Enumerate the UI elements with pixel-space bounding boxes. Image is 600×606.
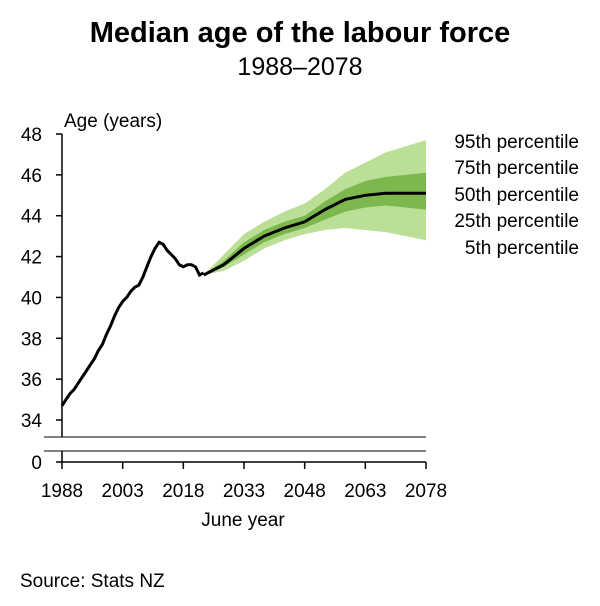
band-label: 95th percentile: [454, 132, 579, 153]
chart-title: Median age of the labour force: [90, 17, 511, 49]
y-tick-label: 38: [21, 329, 42, 350]
historical-line: [60, 240, 205, 407]
x-tick-label: 2063: [344, 481, 386, 502]
plot-area: [60, 140, 426, 407]
x-tick-label: 2048: [284, 481, 326, 502]
y-tick-label: 36: [21, 370, 42, 391]
x-axis: 1988 2003 2018 2033 2048 2063 2078: [41, 461, 447, 502]
x-tick-label: 1988: [41, 481, 83, 502]
x-axis-label: June year: [201, 510, 285, 531]
band-label: 5th percentile: [465, 238, 579, 259]
band-label: 75th percentile: [454, 158, 579, 179]
x-tick-label: 2003: [102, 481, 144, 502]
y-axis-label: Age (years): [64, 111, 162, 132]
y-tick-label: 34: [21, 411, 43, 432]
x-tick-label: 2078: [405, 481, 447, 502]
band-label: 25th percentile: [454, 211, 579, 232]
y-tick-label: 40: [21, 288, 42, 309]
x-tick-label: 2033: [223, 481, 265, 502]
y-axis: 48 46 44 42 40 38 36 34 0: [21, 125, 426, 474]
y-tick-label: 0: [31, 453, 42, 474]
band-25-75: [203, 172, 426, 275]
chart-subtitle: 1988–2078: [237, 53, 362, 81]
x-tick-label: 2018: [162, 481, 204, 502]
y-tick-label: 42: [21, 248, 42, 269]
y-tick-label: 44: [21, 207, 43, 228]
source-note: Source: Stats NZ: [20, 571, 165, 592]
legend-labels: 95th percentile 75th percentile 50th perce…: [454, 132, 579, 259]
band-label: 50th percentile: [454, 185, 579, 206]
median-projection-line: [202, 191, 426, 277]
y-tick-label: 46: [21, 166, 42, 187]
y-tick-label: 48: [21, 125, 42, 146]
